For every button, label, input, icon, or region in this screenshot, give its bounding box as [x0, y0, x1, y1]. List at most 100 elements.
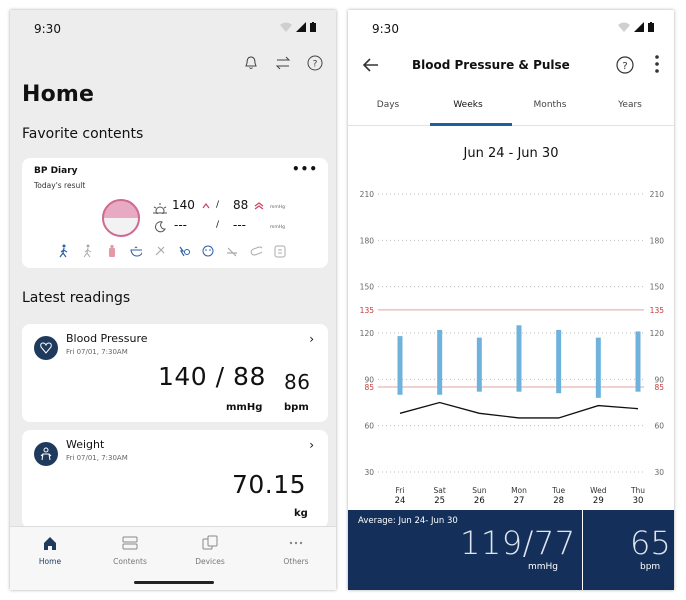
average-pulse-unit: bpm	[640, 562, 661, 572]
y-tick-label-left: 210	[360, 190, 375, 199]
active-tab-indicator	[430, 123, 512, 126]
chevron-right-icon[interactable]: ›	[309, 332, 314, 346]
nav-contents[interactable]: Contents	[90, 527, 170, 590]
battery-icon	[310, 22, 316, 32]
reading-date: Fri 07/01, 7:30AM	[66, 348, 128, 356]
stress-icon	[178, 244, 190, 258]
evening-systolic: ---	[174, 218, 187, 232]
bp-range-bar	[595, 337, 601, 398]
pulse-line	[399, 401, 639, 419]
wifi-icon	[280, 22, 292, 32]
nav-devices[interactable]: Devices	[170, 527, 250, 590]
period-tabs: Days Weeks Months Years	[348, 94, 674, 126]
tab-months[interactable]: Months	[533, 100, 567, 110]
reading-name: Weight	[66, 438, 105, 451]
sun-icon	[153, 203, 167, 214]
screen-title: Blood Pressure & Pulse	[412, 58, 570, 72]
x-tick-date: 26	[474, 496, 485, 506]
y-tick-label-right: 30	[654, 468, 664, 477]
page-title: Home	[22, 82, 95, 107]
x-tick-day: Sat	[434, 486, 446, 495]
activity-icon-row	[58, 244, 286, 258]
average-bp: 119/77	[460, 524, 576, 562]
nav-home[interactable]: Home	[10, 527, 90, 590]
bp-range-bar	[556, 329, 562, 394]
summary-panel: Average: Jun 24- Jun 30 119/77 mmHg 65 b…	[348, 510, 674, 590]
x-tick-day: Wed	[590, 486, 607, 495]
y-tick-label-right: 85	[654, 383, 664, 392]
status-icons	[618, 22, 654, 32]
arrow-up-icon	[202, 203, 210, 209]
favorites-title: Favorite contents	[22, 126, 144, 142]
weight-card[interactable]: Weight Fri 07/01, 7:30AM › 70.15 kg	[22, 430, 328, 528]
nav-others[interactable]: Others	[256, 527, 336, 590]
overflow-menu-icon[interactable]	[654, 54, 660, 74]
morning-unit: mmHg	[270, 205, 286, 210]
summary-divider	[582, 510, 583, 590]
more-icon	[289, 541, 303, 545]
bp-pulse-screen: 9:30 Blood Pressure & Pulse ? Days Weeks…	[348, 10, 674, 590]
pulse-unit: bpm	[284, 402, 309, 413]
help-icon[interactable]: ?	[616, 56, 634, 74]
evening-diastolic: ---	[233, 218, 246, 232]
x-tick-day: Sun	[472, 486, 487, 495]
y-tick-label-right: 180	[650, 236, 665, 245]
evening-slash: /	[216, 220, 220, 230]
bowl-icon	[130, 244, 142, 258]
contents-icon	[122, 536, 138, 550]
home-screen: 9:30 ? Home Favorite contents BP Diary T…	[10, 10, 336, 590]
nav-label: Devices	[195, 557, 225, 566]
average-label: Average: Jun 24- Jun 30	[358, 516, 458, 526]
bp-ring-outline	[102, 199, 140, 237]
weight-value: 70.15	[232, 470, 307, 499]
status-bar: 9:30	[372, 20, 654, 40]
reading-name: Blood Pressure	[66, 332, 148, 345]
devices-icon	[202, 535, 218, 550]
status-icons	[280, 22, 316, 32]
nav-label: Home	[38, 557, 62, 566]
weight-unit: kg	[294, 508, 308, 519]
chevron-right-icon[interactable]: ›	[309, 438, 314, 452]
bp-diary-card[interactable]: BP Diary Today's result ••• 140 / 88 mmH…	[22, 158, 328, 268]
signal-icon	[296, 22, 306, 32]
sync-icon[interactable]	[274, 54, 292, 72]
y-tick-label-right: 210	[650, 190, 665, 199]
home-icon	[44, 537, 56, 550]
x-tick-day: Fri	[396, 486, 405, 495]
y-tick-label-right: 120	[650, 329, 665, 338]
y-tick-label-left: 85	[364, 383, 374, 392]
y-tick-label-left: 90	[364, 375, 374, 384]
y-tick-label-right: 150	[650, 283, 665, 292]
x-tick-day: Thu	[630, 486, 645, 495]
y-tick-label-right: 90	[654, 375, 664, 384]
back-arrow-icon[interactable]	[362, 56, 380, 74]
reading-date: Fri 07/01, 7:30AM	[66, 454, 128, 462]
svg-text:?: ?	[313, 60, 318, 70]
bell-icon[interactable]	[242, 54, 260, 72]
x-tick-date: 29	[593, 496, 604, 506]
bp-diary-title: BP Diary	[34, 166, 78, 176]
y-tick-label-left: 30	[364, 468, 374, 477]
medicine-icon	[154, 244, 166, 258]
svg-text:?: ?	[622, 61, 627, 72]
y-tick-label-right: 60	[654, 422, 664, 431]
walk-icon	[58, 244, 70, 258]
more-options-icon[interactable]: •••	[291, 162, 318, 176]
x-tick-day: Mon	[511, 486, 527, 495]
average-pulse: 65	[630, 524, 671, 562]
y-tick-label-left: 120	[360, 329, 375, 338]
latest-readings-title: Latest readings	[22, 290, 131, 306]
bp-unit: mmHg	[226, 402, 263, 413]
help-icon[interactable]: ?	[306, 54, 324, 72]
heart-icon	[34, 336, 58, 360]
tab-years[interactable]: Years	[618, 100, 642, 110]
bottom-nav: Home Contents Devices Others	[10, 526, 336, 590]
morning-slash: /	[216, 200, 220, 210]
bp-range-bar	[476, 337, 482, 392]
evening-unit: mmHg	[270, 225, 286, 230]
tab-weeks[interactable]: Weeks	[453, 100, 483, 110]
tab-days[interactable]: Days	[376, 100, 400, 110]
blood-pressure-card[interactable]: Blood Pressure Fri 07/01, 7:30AM › 140 /…	[22, 324, 328, 422]
x-tick-day: Tue	[551, 486, 565, 495]
